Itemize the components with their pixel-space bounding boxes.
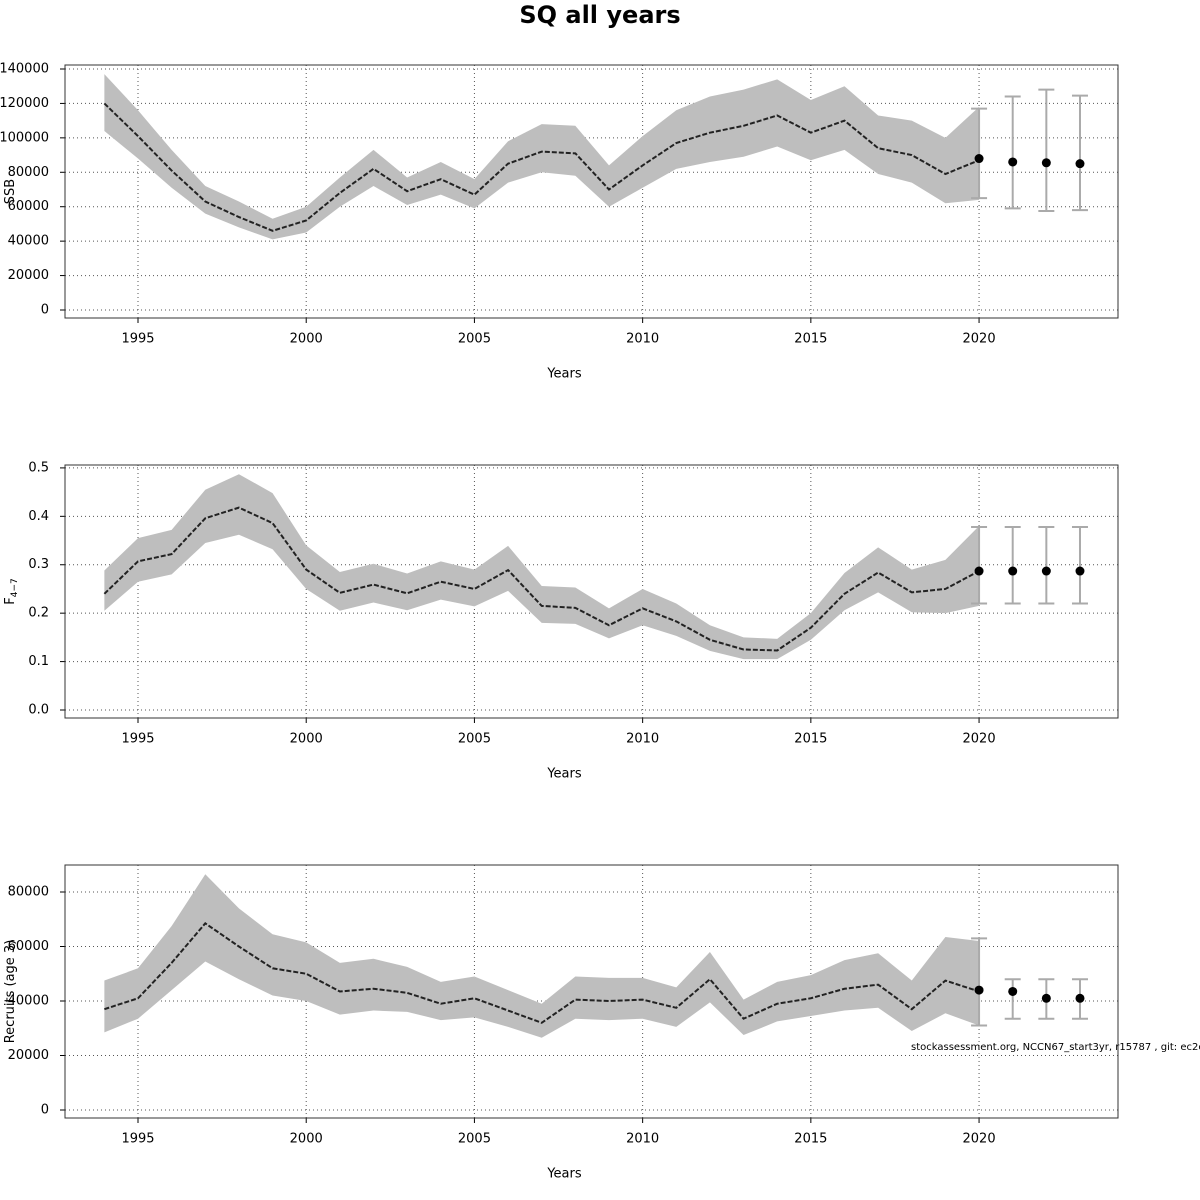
y-tick-label: 0 bbox=[41, 302, 49, 317]
y-axis-label-main: Recruits (age 3) bbox=[3, 940, 18, 1044]
y-tick-label: 40000 bbox=[8, 234, 49, 249]
x-axis-label: Years bbox=[546, 367, 582, 382]
projection-point bbox=[1008, 157, 1018, 167]
projection-point bbox=[1008, 566, 1018, 576]
y-tick-label: 60000 bbox=[8, 199, 49, 214]
plot-frame bbox=[64, 464, 1119, 719]
y-tick-label: 0.2 bbox=[28, 606, 49, 621]
projection-point bbox=[1075, 993, 1085, 1003]
y-tick-label: 0 bbox=[41, 1102, 49, 1117]
y-tick-label: 0.1 bbox=[28, 654, 49, 669]
y-axis-label: SSB bbox=[3, 179, 18, 204]
x-tick-label: 2015 bbox=[794, 1132, 827, 1147]
x-axis-label: Years bbox=[546, 1167, 582, 1182]
x-tick-label: 2000 bbox=[290, 732, 323, 747]
x-tick-label: 2020 bbox=[963, 732, 996, 747]
x-tick-label: 2005 bbox=[458, 732, 491, 747]
y-axis-label-main: F bbox=[3, 597, 18, 604]
projection-point bbox=[1075, 159, 1085, 169]
x-tick-label: 2010 bbox=[626, 1132, 659, 1147]
x-tick-label: 1995 bbox=[121, 332, 154, 347]
y-tick-label: 0.3 bbox=[28, 557, 49, 572]
plot-frame bbox=[64, 864, 1119, 1119]
figure-title: SQ all years bbox=[519, 1, 680, 29]
projection-point bbox=[974, 566, 984, 576]
plot-frame bbox=[64, 64, 1119, 319]
x-tick-label: 2010 bbox=[626, 332, 659, 347]
projection-point bbox=[1075, 566, 1085, 576]
y-tick-label: 20000 bbox=[8, 268, 49, 283]
estimate-line bbox=[103, 102, 980, 232]
y-tick-label: 80000 bbox=[8, 884, 49, 899]
y-axis-label-main: SSB bbox=[3, 179, 18, 204]
y-tick-label: 60000 bbox=[8, 939, 49, 954]
projection-point bbox=[1008, 986, 1018, 996]
x-tick-label: 1995 bbox=[121, 732, 154, 747]
x-tick-label: 2015 bbox=[794, 332, 827, 347]
estimate-line bbox=[104, 922, 980, 1024]
footnote: stockassessment.org, NCCN67_start3yr, r1… bbox=[911, 1042, 1200, 1053]
confidence-band bbox=[104, 474, 980, 660]
y-axis-label-subscript: 4−7 bbox=[10, 578, 20, 597]
estimate-line bbox=[103, 506, 980, 652]
y-tick-label: 0.5 bbox=[28, 460, 49, 475]
projection-point bbox=[1041, 993, 1051, 1003]
y-axis-label: Recruits (age 3) bbox=[3, 940, 18, 1044]
x-tick-label: 2000 bbox=[290, 332, 323, 347]
x-tick-label: 2020 bbox=[963, 1132, 996, 1147]
x-axis-label: Years bbox=[546, 767, 582, 782]
x-tick-label: 2005 bbox=[458, 332, 491, 347]
projection-point bbox=[974, 154, 984, 164]
y-axis-label: F4−7 bbox=[3, 578, 20, 604]
confidence-band bbox=[104, 874, 980, 1038]
y-tick-label: 40000 bbox=[8, 993, 49, 1008]
y-tick-label: 100000 bbox=[0, 130, 49, 145]
confidence-band bbox=[104, 74, 980, 240]
y-tick-label: 120000 bbox=[0, 96, 49, 111]
projection-point bbox=[1041, 566, 1051, 576]
x-tick-label: 1995 bbox=[121, 1132, 154, 1147]
y-tick-label: 140000 bbox=[0, 61, 49, 76]
projection-point bbox=[974, 985, 984, 995]
x-tick-label: 2015 bbox=[794, 732, 827, 747]
x-tick-label: 2000 bbox=[290, 1132, 323, 1147]
y-tick-label: 20000 bbox=[8, 1048, 49, 1063]
x-tick-label: 2020 bbox=[963, 332, 996, 347]
x-tick-label: 2005 bbox=[458, 1132, 491, 1147]
y-tick-label: 0.0 bbox=[28, 703, 49, 718]
y-tick-label: 80000 bbox=[8, 165, 49, 180]
x-tick-label: 2010 bbox=[626, 732, 659, 747]
y-tick-label: 0.4 bbox=[28, 509, 49, 524]
projection-point bbox=[1041, 158, 1051, 168]
